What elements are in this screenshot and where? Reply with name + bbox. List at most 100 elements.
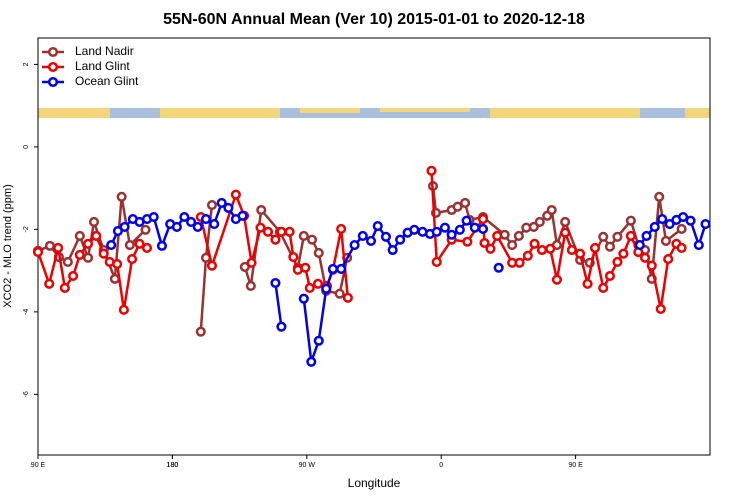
x-tick-label: 180	[167, 462, 179, 469]
data-point	[439, 222, 450, 233]
data-point	[276, 321, 287, 332]
data-point	[604, 241, 615, 252]
data-point	[336, 223, 347, 235]
data-point	[426, 165, 437, 176]
y-tick-label: 0	[23, 145, 30, 149]
data-point	[192, 221, 203, 232]
data-point	[676, 223, 687, 235]
data-point	[598, 282, 609, 294]
legend-marker	[47, 46, 59, 58]
data-point	[655, 303, 666, 315]
data-point	[200, 214, 212, 225]
data-point	[454, 224, 465, 235]
data-point	[270, 277, 281, 289]
data-point	[255, 222, 266, 233]
data-point	[313, 335, 324, 346]
data-point	[522, 250, 533, 261]
data-point	[148, 211, 159, 223]
data-point	[507, 240, 518, 251]
data-point	[74, 249, 85, 261]
data-point	[118, 304, 129, 315]
data-point	[604, 270, 615, 282]
data-point	[528, 221, 539, 232]
data-point	[477, 223, 489, 235]
x-axis-label: Longitude	[348, 476, 401, 490]
data-point	[82, 238, 94, 249]
data-point	[639, 252, 651, 263]
data-point	[493, 262, 504, 273]
data-point	[365, 235, 377, 246]
data-point	[53, 242, 64, 253]
data-point	[306, 356, 317, 367]
data-point	[514, 257, 525, 268]
data-point	[119, 221, 130, 232]
data-point	[44, 240, 55, 251]
legend-marker	[47, 76, 59, 88]
y-tick-label: -4	[23, 309, 30, 315]
data-point	[336, 263, 347, 275]
data-point	[469, 222, 480, 233]
data-point	[171, 221, 182, 232]
data-point	[546, 204, 557, 216]
data-point	[582, 278, 593, 289]
data-point	[59, 282, 70, 294]
data-point	[477, 214, 489, 225]
data-point	[566, 244, 577, 256]
data-point	[575, 248, 586, 259]
data-point	[431, 256, 442, 268]
data-point	[625, 215, 636, 226]
data-point	[460, 197, 471, 209]
data-point	[106, 240, 117, 251]
data-point	[186, 216, 197, 228]
y-tick-label: 2	[23, 62, 30, 66]
data-point	[298, 293, 309, 304]
data-point	[663, 254, 674, 265]
data-point	[237, 210, 248, 221]
data-point	[195, 326, 206, 337]
data-point	[618, 248, 629, 259]
data-point	[300, 262, 311, 273]
x-tick-label: 0	[439, 462, 443, 469]
data-point	[44, 278, 55, 289]
data-point	[312, 278, 324, 289]
legend-label: Ocean Glint	[75, 74, 139, 88]
legend-marker	[47, 61, 59, 73]
data-point	[239, 261, 250, 272]
data-point	[230, 189, 241, 200]
data-point	[551, 274, 562, 285]
data-point	[127, 254, 138, 265]
data-point	[313, 247, 324, 258]
data-point	[660, 235, 671, 246]
data-point	[654, 191, 665, 202]
data-point	[32, 247, 44, 258]
data-point	[334, 288, 345, 299]
data-point	[179, 211, 190, 223]
data-point	[589, 242, 601, 253]
data-point	[646, 260, 657, 271]
chart-title: 55N-60N Annual Mean (Ver 10) 2015-01-01 …	[163, 11, 585, 28]
data-point	[452, 201, 463, 212]
data-point	[245, 280, 256, 291]
data-point	[657, 214, 668, 225]
x-tick-label: 90 E	[31, 462, 46, 469]
x-tick-label: 90 E	[568, 462, 583, 469]
y-axis-label: XCO2 - MLO trend (ppm)	[2, 184, 14, 307]
data-point	[327, 263, 338, 275]
data-point	[446, 229, 457, 240]
data-point	[693, 240, 704, 251]
data-point	[206, 260, 218, 271]
x-tick-label: 90 W	[299, 462, 316, 469]
data-point	[479, 237, 490, 249]
data-point	[112, 258, 123, 270]
legend-label: Land Glint	[75, 59, 130, 73]
data-point	[612, 231, 623, 242]
data-point	[634, 240, 645, 251]
data-point	[492, 230, 503, 242]
data-point	[395, 234, 406, 245]
data-point	[109, 273, 120, 284]
data-point	[529, 238, 540, 249]
data-point	[431, 226, 442, 237]
data-point	[349, 240, 360, 251]
data-point	[68, 270, 79, 282]
data-point	[98, 248, 109, 259]
